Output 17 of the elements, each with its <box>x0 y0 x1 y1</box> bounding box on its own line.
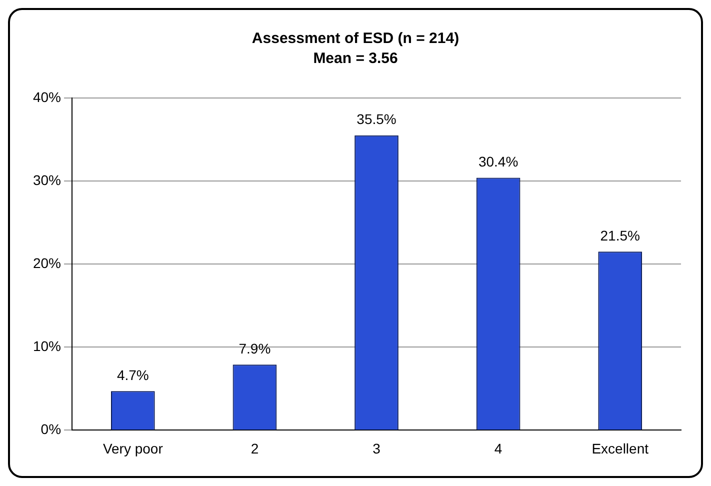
data-label: 21.5% <box>600 228 640 244</box>
data-label: 4.7% <box>116 367 149 384</box>
y-tick-label: 40% <box>32 88 62 105</box>
x-tick-label: 2 <box>250 440 259 456</box>
y-tick-label: 10% <box>32 338 62 354</box>
y-tick-label: 20% <box>32 254 62 271</box>
chart-title: Assessment of ESD (n = 214) <box>252 30 460 48</box>
x-tick-label: 4 <box>494 440 502 456</box>
data-label: 30.4% <box>478 154 518 170</box>
x-tick-label: Very poor <box>102 440 164 456</box>
x-tick-label: Excellent <box>592 440 649 456</box>
data-label: 7.9% <box>238 340 271 356</box>
y-tick-label: 0% <box>40 421 62 438</box>
chart-subtitle: Mean = 3.56 <box>313 50 398 68</box>
x-tick-label: 3 <box>372 440 381 456</box>
data-label: 35.5% <box>356 111 396 128</box>
y-tick-label: 30% <box>32 172 62 188</box>
